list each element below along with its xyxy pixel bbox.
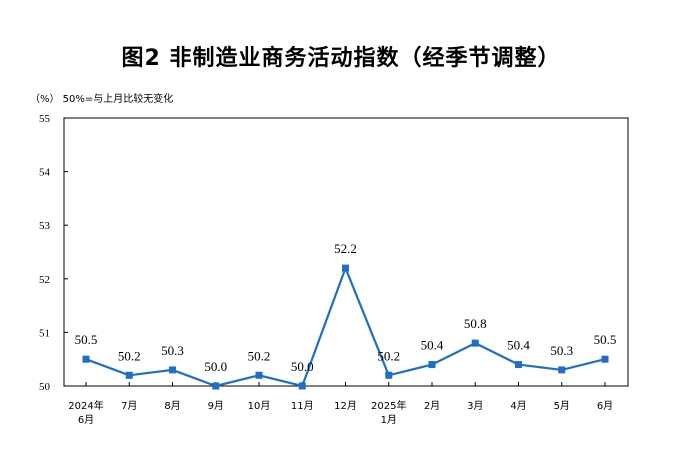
data-label: 50.0 (204, 359, 227, 374)
x-tick-label: 4月 (510, 400, 526, 412)
data-point (169, 366, 176, 374)
x-tick-label: 12月 (334, 400, 357, 412)
x-tick-label: 5月 (554, 400, 570, 412)
data-point (125, 371, 133, 379)
y-tick-label: 53 (39, 220, 51, 232)
x-tick-label: 8月 (164, 400, 180, 412)
x-tick-label: 9月 (208, 400, 224, 412)
data-point (255, 371, 263, 379)
data-label: 50.5 (594, 332, 617, 347)
x-axis: 2024年 6月 7月 8月 9月 10月 11月 12月 2025年 1月 2月 3月 4月 5月 6月 (68, 382, 613, 426)
x-tick-label: 6月 (78, 414, 94, 426)
y-tick-label: 50 (39, 381, 51, 393)
y-tick-label: 54 (39, 167, 51, 179)
data-point (82, 355, 90, 363)
x-tick-label: 3月 (467, 400, 483, 412)
data-point (471, 339, 479, 347)
data-label: 50.2 (377, 348, 400, 363)
x-tick-label: 7月 (121, 400, 137, 412)
x-tick-label: 2025年 (371, 399, 406, 412)
data-point (342, 264, 349, 272)
data-label: 50.3 (550, 343, 573, 358)
x-tick-label: 2月 (424, 400, 440, 412)
x-tick-label: 10月 (248, 400, 271, 412)
x-tick-label: 2024年 (68, 399, 103, 412)
data-label: 50.8 (464, 316, 487, 331)
unit-note: （%） 50%=与上月比较无变化 (30, 94, 174, 105)
data-label: 50.4 (421, 338, 444, 353)
data-point (515, 361, 522, 369)
data-label: 50.4 (507, 338, 530, 353)
data-point (601, 355, 609, 363)
x-tick-label: 1月 (381, 414, 397, 426)
data-point (212, 382, 220, 390)
series-points (82, 264, 609, 390)
y-tick-label: 55 (39, 113, 51, 125)
x-tick-label: 11月 (291, 400, 314, 412)
data-label: 50.2 (118, 348, 141, 363)
data-label: 50.2 (248, 348, 271, 363)
data-label: 50.5 (75, 332, 98, 347)
data-point (298, 382, 306, 390)
data-label: 50.3 (161, 343, 184, 358)
data-point (428, 361, 436, 369)
x-tick-label: 6月 (597, 400, 613, 412)
data-point (385, 371, 393, 379)
data-label: 52.2 (334, 241, 357, 256)
data-label: 50.0 (291, 359, 314, 374)
series-line (85, 265, 606, 388)
y-tick-label: 51 (39, 327, 50, 339)
chart-title: 图2 非制造业商务活动指数（经季节调整） (121, 46, 561, 71)
y-tick-label: 52 (39, 274, 50, 286)
data-point (558, 366, 566, 374)
y-axis: 50 51 52 53 54 55 (39, 113, 68, 393)
data-labels: 50.5 50.2 50.3 50.0 50.2 50.0 52.2 50.2 50.4 50.8… (75, 241, 617, 374)
